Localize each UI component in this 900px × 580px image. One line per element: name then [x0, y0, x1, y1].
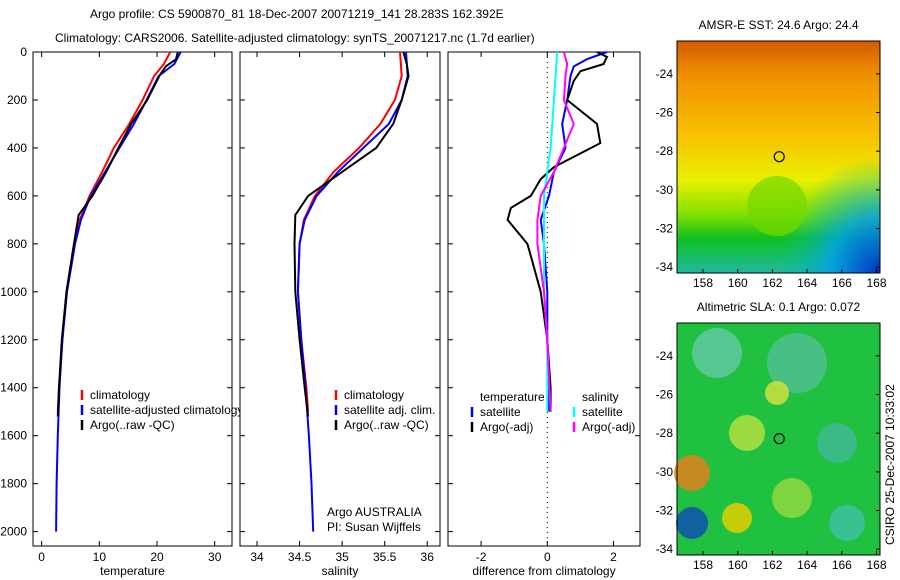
y-tick-label: -30 — [656, 183, 674, 197]
title-line-1: Argo profile: CS 5900870_81 18-Dec-2007 … — [90, 7, 504, 21]
y-tick-label: -28 — [656, 426, 674, 440]
x-tick-label: 34.5 — [288, 550, 312, 564]
y-tick-label: 800 — [7, 237, 27, 251]
legend-label: satellite — [480, 405, 521, 419]
sst-field-cold — [677, 41, 880, 273]
x-tick-label: 162 — [762, 276, 782, 290]
temperature-panel: 0 10 20 30 temperature 0 200 400 600 800 1000 1200 1… — [0, 45, 243, 578]
x-tick-label: 168 — [867, 276, 887, 290]
title-line-2: Climatology: CARS2006. Satellite-adjuste… — [55, 31, 535, 45]
x-tick-label: 30 — [208, 550, 222, 564]
x-tick-label: 20 — [150, 550, 164, 564]
x-axis-label: difference from climatology — [472, 564, 615, 578]
y-tick-label: 1200 — [0, 333, 27, 347]
y-tick-label: -34 — [656, 542, 674, 556]
y-tick-label: 200 — [7, 93, 27, 107]
series-line-satellite-adj-clim- — [296, 51, 409, 532]
x-tick-label: 36 — [421, 550, 435, 564]
legend-label: satellite-adjusted climatology — [90, 403, 243, 417]
y-tick-label: -32 — [656, 504, 674, 518]
y-tick-label: 1800 — [0, 477, 27, 491]
legend-label: climatology — [344, 388, 404, 402]
legend-label: climatology — [90, 388, 150, 402]
y-tick-label: 1400 — [0, 381, 27, 395]
x-tick-label: 0 — [544, 550, 551, 564]
argo-position-marker — [773, 151, 785, 163]
x-tick-label: 160 — [728, 558, 748, 572]
y-tick-label: 400 — [7, 141, 27, 155]
annotation-institution: Argo AUSTRALIA — [327, 505, 422, 519]
legend-label: Argo(-adj) — [480, 420, 533, 434]
salinity-panel: 34 34.5 35 35.5 36 salinity climatologysatelli… — [239, 51, 441, 578]
series-line-temperature-argo-adj- — [506, 51, 609, 412]
sla-anomaly-blob — [829, 505, 865, 541]
x-tick-label: 34 — [250, 550, 264, 564]
series-line-argo-raw-qc- — [56, 51, 179, 417]
y-tick-label: -28 — [656, 144, 674, 158]
x-tick-label: 164 — [797, 276, 817, 290]
sla-anomaly-blob — [729, 415, 765, 451]
sla-anomaly-blob — [772, 478, 812, 518]
sla-anomaly-blob — [817, 423, 857, 463]
plot-frame — [239, 51, 441, 547]
credit-text: CSIRO 25-Dec-2007 10:33:02 — [883, 384, 897, 545]
legend-title-salinity: salinity — [582, 390, 619, 404]
sla-anomaly-blob — [722, 503, 752, 533]
legend-label: satellite adj. clim. — [344, 403, 435, 417]
x-tick-label: 162 — [762, 558, 782, 572]
y-tick-label: 0 — [20, 45, 27, 59]
sst-field-patch — [747, 176, 807, 236]
x-tick-label: 10 — [93, 550, 107, 564]
map-title: Altimetric SLA: 0.1 Argo: 0.072 — [697, 300, 861, 314]
y-tick-label: 600 — [7, 189, 27, 203]
x-tick-label: 2 — [610, 550, 617, 564]
argo-position-marker — [773, 433, 785, 445]
sla-anomaly-blob — [765, 381, 789, 405]
sla-anomaly-blob — [767, 333, 827, 393]
sla_map-panel: Altimetric SLA: 0.1 Argo: 0.072 158 160 162… — [656, 300, 887, 572]
sla-anomaly-blob — [674, 455, 710, 491]
series-line-argo-raw-qc- — [293, 51, 410, 417]
map-title: AMSR-E SST: 24.6 Argo: 24.4 — [698, 18, 858, 32]
x-tick-label: 164 — [797, 558, 817, 572]
y-tick-label: -30 — [656, 465, 674, 479]
y-tick-label: -34 — [656, 260, 674, 274]
legend-title-temperature: temperature — [480, 390, 545, 404]
sst_map-panel: AMSR-E SST: 24.6 Argo: 24.4 158 160 162 164 1… — [656, 18, 887, 290]
legend-label: Argo(-adj) — [582, 420, 635, 434]
y-tick-label: -32 — [656, 222, 674, 236]
y-tick-label: 2000 — [0, 525, 27, 539]
sla-anomaly-blob — [676, 507, 708, 539]
y-tick-label: 1600 — [0, 429, 27, 443]
y-tick-label: -26 — [656, 106, 674, 120]
x-tick-label: 158 — [693, 558, 713, 572]
x-tick-label: -2 — [476, 550, 487, 564]
legend-label: Argo(..raw -QC) — [90, 418, 175, 432]
y-tick-label: -24 — [656, 349, 674, 363]
sla-anomaly-blob — [692, 328, 742, 378]
annotation-pi: PI: Susan Wijffels — [327, 520, 421, 534]
x-tick-label: 35 — [335, 550, 349, 564]
x-tick-label: 166 — [832, 276, 852, 290]
x-tick-label: 168 — [867, 558, 887, 572]
x-tick-label: 158 — [693, 276, 713, 290]
x-axis-label: temperature — [100, 564, 165, 578]
y-tick-label: -26 — [656, 388, 674, 402]
legend-label: satellite — [582, 405, 623, 419]
x-tick-label: 160 — [728, 276, 748, 290]
x-axis-label: salinity — [322, 564, 359, 578]
y-tick-label: -24 — [656, 67, 674, 81]
series-line-salinity-argo-adj- — [536, 51, 575, 412]
x-tick-label: 166 — [832, 558, 852, 572]
y-tick-label: 1000 — [0, 285, 27, 299]
x-tick-label: 35.5 — [373, 550, 397, 564]
map-frame — [676, 40, 881, 274]
legend-label: Argo(..raw -QC) — [344, 418, 429, 432]
x-tick-label: 0 — [38, 550, 45, 564]
map-frame — [676, 322, 881, 556]
